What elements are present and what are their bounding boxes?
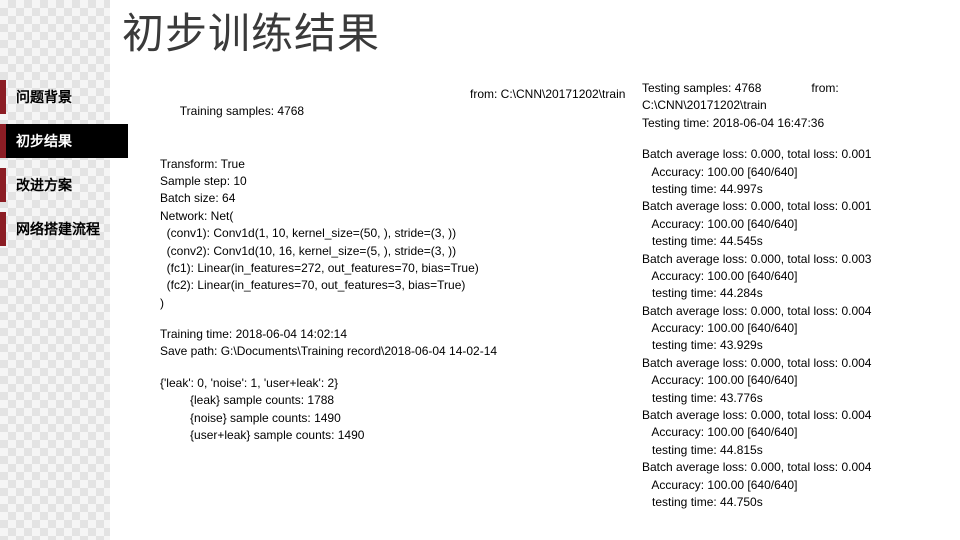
testing-header-block: Testing samples: 4768 from: C:\CNN\20171… (642, 80, 952, 132)
training-output-column: Training samples: 4768 from: C:\CNN\2017… (160, 86, 610, 458)
nav-item-background[interactable]: 问题背景 (0, 80, 128, 114)
nav-label: 初步结果 (6, 131, 72, 151)
network-definition-block: Transform: True Sample step: 10 Batch si… (160, 156, 610, 313)
class-counts-block: {'leak': 0, 'noise': 1, 'user+leak': 2} … (160, 375, 610, 445)
nav-item-network[interactable]: 网络搭建流程 (0, 212, 128, 246)
training-header-block: Training samples: 4768 from: C:\CNN\2017… (160, 86, 610, 156)
sidebar-nav: 问题背景 初步结果 改进方案 网络搭建流程 (0, 80, 128, 256)
training-time-save-block: Training time: 2018-06-04 14:02:14 Save … (160, 326, 610, 361)
slide: 初步训练结果 问题背景 初步结果 改进方案 网络搭建流程 Training sa… (0, 0, 960, 540)
page-title: 初步训练结果 (122, 0, 380, 61)
nav-label: 问题背景 (6, 87, 72, 107)
nav-item-results[interactable]: 初步结果 (0, 124, 128, 158)
training-samples-line: Training samples: 4768 (180, 104, 304, 118)
testing-batches-block: Batch average loss: 0.000, total loss: 0… (642, 146, 952, 511)
training-from-path: from: C:\CNN\20171202\train (470, 86, 625, 103)
testing-output-column: Testing samples: 4768 from: C:\CNN\20171… (642, 80, 952, 525)
nav-item-improve[interactable]: 改进方案 (0, 168, 128, 202)
nav-label: 改进方案 (6, 175, 72, 195)
nav-label: 网络搭建流程 (6, 219, 100, 239)
